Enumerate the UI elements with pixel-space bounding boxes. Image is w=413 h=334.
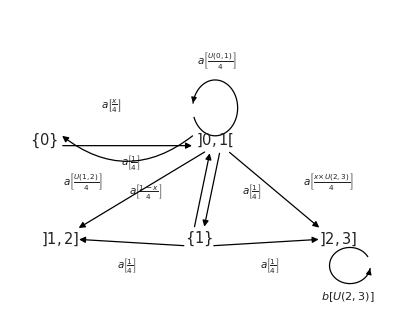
Text: $a\left[\frac{x}{4}\right]$: $a\left[\frac{x}{4}\right]$ bbox=[101, 98, 121, 115]
Text: $a\left[\frac{x\!\times\! U(2,3)}{4}\right]$: $a\left[\frac{x\!\times\! U(2,3)}{4}\rig… bbox=[302, 171, 353, 192]
Text: $\{0\}$: $\{0\}$ bbox=[29, 132, 57, 150]
Text: $a\left[\frac{U(1,2)}{4}\right]$: $a\left[\frac{U(1,2)}{4}\right]$ bbox=[63, 171, 102, 192]
Text: $]2,3]$: $]2,3]$ bbox=[318, 230, 356, 248]
Text: $a\left[\frac{1-x}{4}\right]$: $a\left[\frac{1-x}{4}\right]$ bbox=[128, 182, 161, 201]
Text: $a\left[\frac{U(0,1)}{4}\right]$: $a\left[\frac{U(0,1)}{4}\right]$ bbox=[197, 50, 237, 71]
Text: $a\left[\frac{1}{4}\right]$: $a\left[\frac{1}{4}\right]$ bbox=[241, 182, 261, 201]
Text: $a\left[\frac{1}{4}\right]$: $a\left[\frac{1}{4}\right]$ bbox=[117, 256, 137, 275]
Text: $a\left[\frac{1}{4}\right]$: $a\left[\frac{1}{4}\right]$ bbox=[121, 153, 141, 172]
Text: $\{1\}$: $\{1\}$ bbox=[184, 230, 212, 248]
Text: $b[U(2,3)]$: $b[U(2,3)]$ bbox=[320, 290, 374, 304]
Text: $]0,1[$: $]0,1[$ bbox=[196, 132, 234, 149]
Text: $]1,2]$: $]1,2]$ bbox=[41, 230, 79, 248]
Text: $a\left[\frac{1}{4}\right]$: $a\left[\frac{1}{4}\right]$ bbox=[260, 256, 280, 275]
